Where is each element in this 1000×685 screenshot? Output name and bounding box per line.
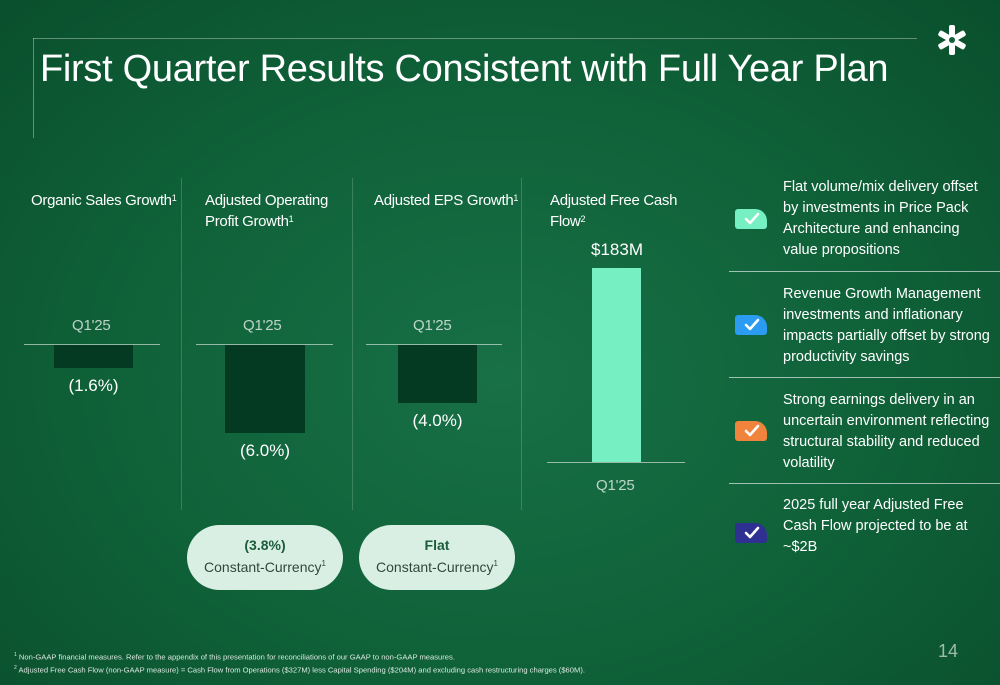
column-divider [352,178,353,510]
organic-sales-header: Organic Sales Growth1 [31,192,177,209]
q1-tick-label: Q1'25 [596,477,635,494]
eps-value-label: (4.0%) [412,411,463,431]
constant-currency-label: Constant-Currency1 [204,559,326,575]
takeaway-divider [729,483,1000,484]
takeaway-divider [729,377,1000,378]
operating-profit-bar [225,345,305,433]
chart-baseline [366,344,502,345]
chart-baseline [196,344,333,345]
kellanova-star-icon [938,25,966,55]
takeaway-text: Strong earnings delivery in an uncertain… [783,392,990,471]
title-frame-left [33,38,34,138]
check-icon [735,523,767,543]
chart-baseline [24,344,160,345]
takeaway-divider [729,271,1000,272]
chart-baseline [547,462,685,463]
q1-tick-label: Q1'25 [72,317,111,334]
footnote-1: 1 Non-GAAP financial measures. Refer to … [14,652,455,662]
constant-currency-pill-operating-profit: (3.8%) Constant-Currency1 [187,525,343,590]
adjusted-operating-profit-header: Adjusted Operating Profit Growth1 [205,192,329,230]
page-title: First Quarter Results Consistent with Fu… [40,48,889,90]
column-divider [181,178,182,510]
constant-currency-pill-eps: Flat Constant-Currency1 [359,525,515,590]
takeaway-text: 2025 full year Adjusted Free Cash Flow p… [783,497,968,555]
q1-tick-label: Q1'25 [413,317,452,334]
check-icon [735,209,767,229]
constant-currency-value: Flat [424,537,450,553]
q1-tick-label: Q1'25 [243,317,282,334]
free-cash-flow-value-label: $183M [591,240,643,260]
eps-bar [398,345,477,404]
adjusted-eps-header: Adjusted EPS Growth1 [374,192,519,209]
takeaway-text: Flat volume/mix delivery offset by inves… [783,179,978,258]
constant-currency-label: Constant-Currency1 [376,559,498,575]
constant-currency-value: (3.8%) [244,537,286,553]
adjusted-fcf-header: Adjusted Free Cash Flow2 [550,192,678,230]
organic-sales-value-label: (1.6%) [68,376,119,396]
operating-profit-value-label: (6.0%) [239,440,291,460]
takeaway-text: Revenue Growth Management investments an… [783,286,990,365]
footnote-2: 2 Adjusted Free Cash Flow (non-GAAP meas… [14,665,585,675]
organic-sales-bar [54,345,133,369]
free-cash-flow-bar [592,268,641,462]
title-frame-top [33,38,917,39]
page-number: 14 [938,641,959,661]
column-divider [521,178,522,510]
check-icon [735,421,767,441]
check-icon [735,315,767,335]
